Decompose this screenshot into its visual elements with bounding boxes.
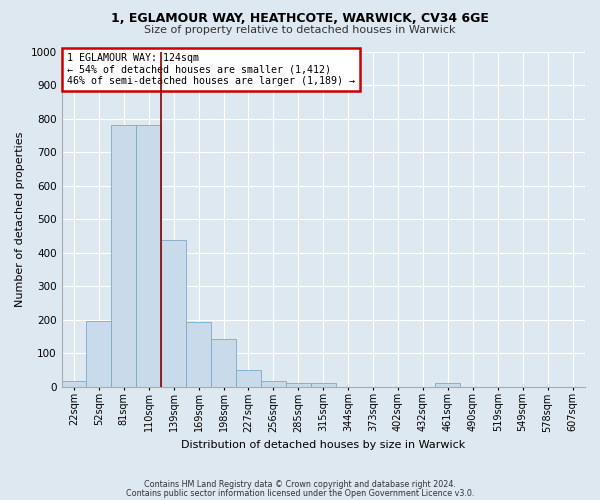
Text: Contains HM Land Registry data © Crown copyright and database right 2024.: Contains HM Land Registry data © Crown c…: [144, 480, 456, 489]
Bar: [211, 338, 236, 386]
Bar: [136, 125, 161, 386]
Text: 1, EGLAMOUR WAY, HEATHCOTE, WARWICK, CV34 6GE: 1, EGLAMOUR WAY, HEATHCOTE, WARWICK, CV3…: [111, 12, 489, 26]
Bar: [86, 320, 112, 386]
Bar: [436, 384, 460, 386]
Bar: [112, 125, 136, 386]
Y-axis label: Number of detached properties: Number of detached properties: [15, 132, 25, 306]
Bar: [161, 240, 186, 386]
X-axis label: Distribution of detached houses by size in Warwick: Distribution of detached houses by size …: [181, 440, 466, 450]
Bar: [286, 384, 311, 386]
Bar: [261, 381, 286, 386]
Bar: [186, 322, 211, 386]
Text: 1 EGLAMOUR WAY: 124sqm
← 54% of detached houses are smaller (1,412)
46% of semi-: 1 EGLAMOUR WAY: 124sqm ← 54% of detached…: [67, 53, 355, 86]
Text: Contains public sector information licensed under the Open Government Licence v3: Contains public sector information licen…: [126, 488, 474, 498]
Bar: [62, 380, 86, 386]
Text: Size of property relative to detached houses in Warwick: Size of property relative to detached ho…: [144, 25, 456, 35]
Bar: [311, 384, 336, 386]
Bar: [236, 370, 261, 386]
